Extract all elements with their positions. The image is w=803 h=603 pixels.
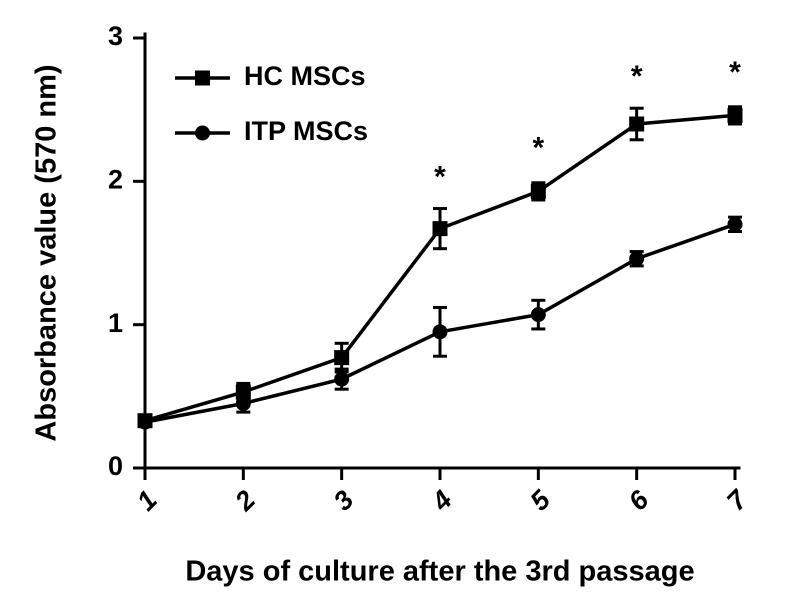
significance-marker: * bbox=[631, 60, 643, 93]
legend-label: HC MSCs bbox=[244, 61, 366, 91]
y-axis-title: Absorbance value (570 nm) bbox=[31, 64, 63, 441]
y-tick-label: 1 bbox=[108, 308, 123, 338]
line-chart: 01231234567Absorbance value (570 nm)Days… bbox=[0, 0, 803, 603]
y-tick-label: 2 bbox=[108, 164, 123, 194]
significance-marker: * bbox=[729, 56, 741, 89]
x-axis-title: Days of culture after the 3rd passage bbox=[185, 556, 694, 588]
significance-marker: * bbox=[532, 132, 544, 165]
legend-label: ITP MSCs bbox=[244, 116, 368, 146]
chart-container: 01231234567Absorbance value (570 nm)Days… bbox=[0, 0, 803, 603]
y-tick-label: 0 bbox=[108, 451, 123, 481]
y-tick-label: 3 bbox=[108, 21, 123, 51]
significance-marker: * bbox=[434, 160, 446, 193]
